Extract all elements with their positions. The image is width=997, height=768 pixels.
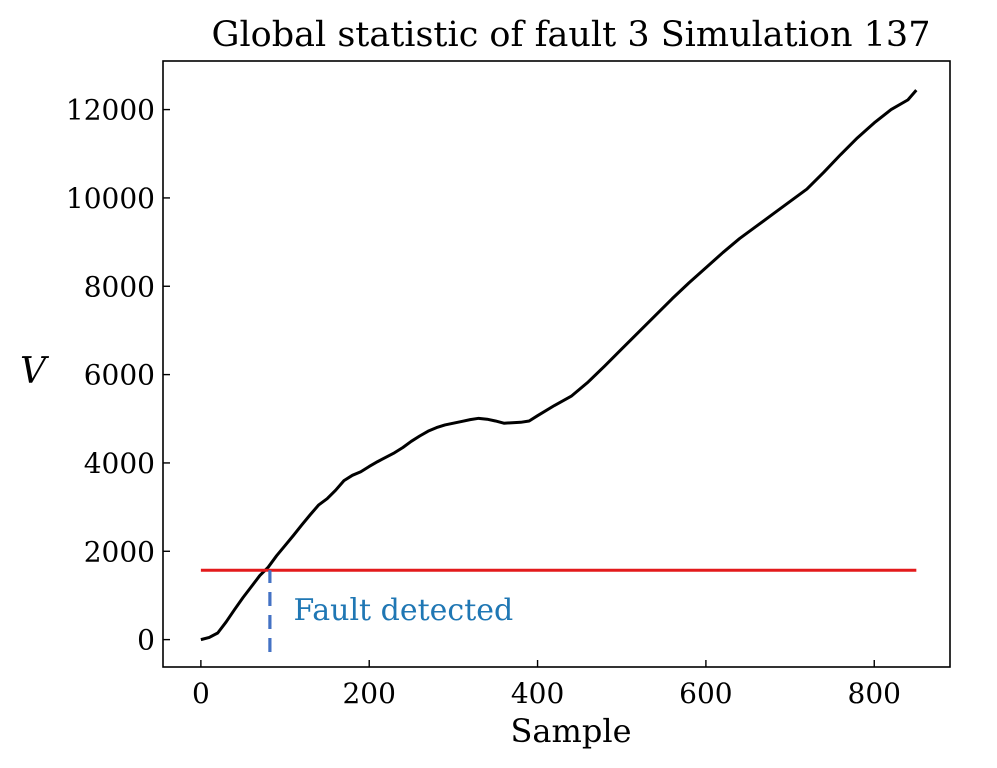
x-tick-label: 600 (679, 677, 732, 710)
x-axis: 0 200 400 600 800 (192, 660, 901, 710)
x-axis-label: Sample (511, 712, 632, 750)
y-tick-label: 6000 (84, 359, 155, 392)
x-tick-label: 200 (342, 677, 395, 710)
x-tick-label: 400 (511, 677, 564, 710)
y-axis-label: V (20, 351, 50, 392)
y-tick-label: 12000 (66, 94, 155, 127)
x-tick-label: 800 (848, 677, 901, 710)
y-tick-label: 10000 (66, 182, 155, 215)
fault-detected-annotation: Fault detected (293, 593, 513, 628)
plot-frame (162, 60, 951, 668)
y-axis: 0 2000 4000 6000 8000 10000 12000 (66, 94, 170, 657)
y-tick-label: 0 (137, 624, 155, 657)
statistic-series-line (200, 89, 918, 642)
y-tick-label: 2000 (84, 535, 155, 568)
x-tick-label: 0 (192, 677, 210, 710)
y-tick-label: 8000 (84, 270, 155, 303)
chart-title: Global statistic of fault 3 Simulation 1… (212, 15, 931, 55)
series-layer (200, 89, 918, 642)
y-tick-label: 4000 (84, 447, 155, 480)
